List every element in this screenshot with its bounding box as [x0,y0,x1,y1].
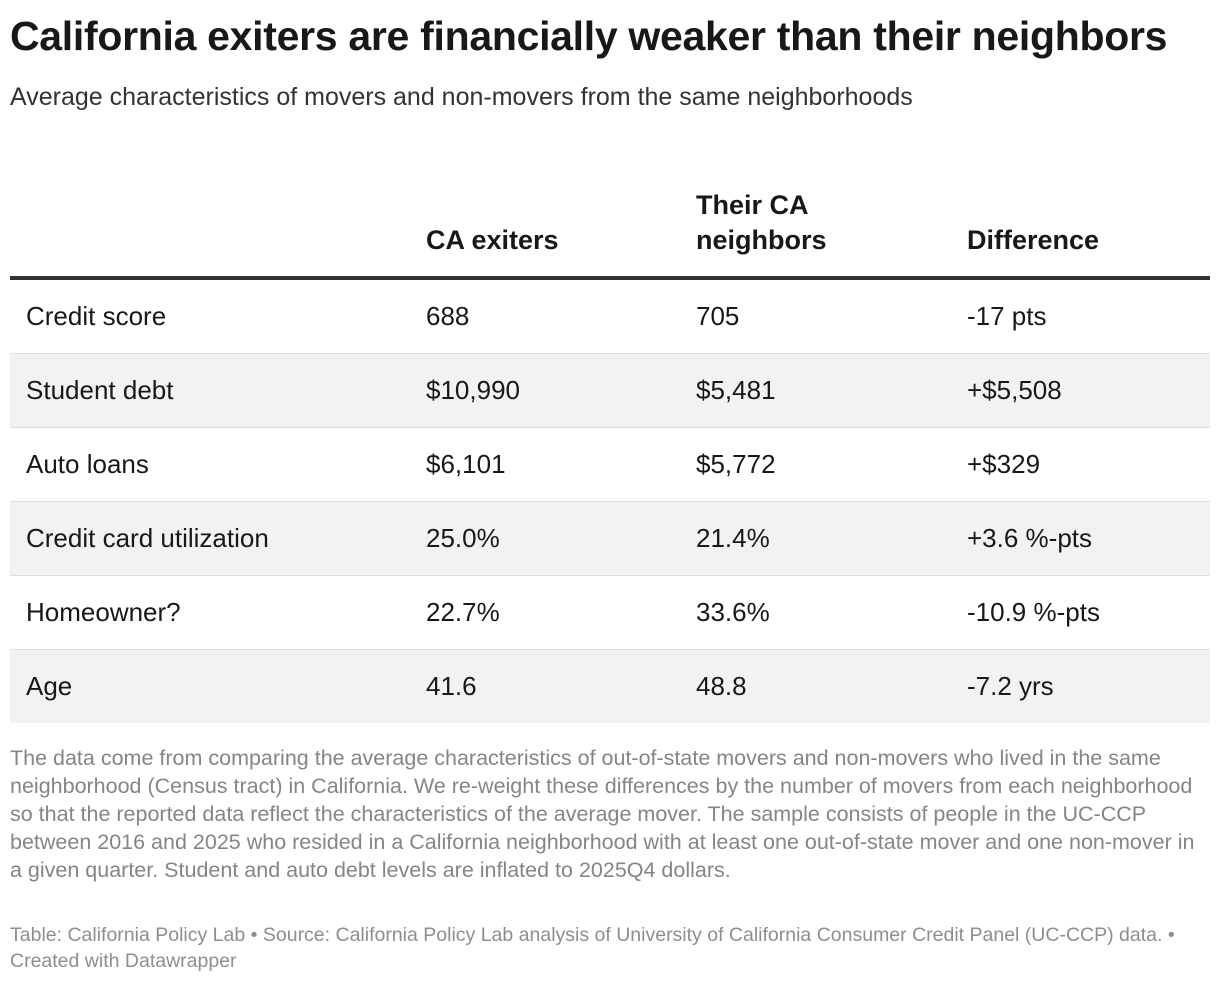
table-cell: 22.7% [418,575,688,650]
table-cell: -17 pts [967,301,1047,331]
table-row: Age 41.6 48.8 -7.2 yrs [10,649,1210,723]
table-row: Homeowner? 22.7% 33.6% -10.9 %-pts [10,575,1210,650]
table-row: Auto loans $6,101 $5,772 +$329 [10,427,1210,502]
table-cell: 21.4% [688,501,957,576]
table-cell: +$5,508 [957,353,1210,428]
table-cell: $5,481 [688,353,957,428]
table-cell: +3.6 %-pts [957,501,1210,576]
table-row: Credit card utilization 25.0% 21.4% +3.6… [10,501,1210,576]
table-cell: -7.2 yrs [957,649,1210,723]
column-header [10,158,418,280]
table-row: Student debt $10,990 $5,481 +$5,508 [10,353,1210,428]
table-cell: -10.9 %-pts [957,575,1210,650]
table-cell: $6,101 [418,427,688,502]
column-header: Difference [957,158,1210,280]
data-table: CA exiters Their CA neighbors Difference… [10,158,1210,723]
row-label: Student debt [10,353,418,428]
table-cell: $10,990 [418,353,688,428]
table-cell: 41.6 [418,649,688,723]
table-row: Credit score 688 705 -17 pts [10,278,1210,354]
row-label: Credit score [26,301,167,331]
header-row: CA exiters Their CA neighbors Difference [10,158,1210,280]
table-cell: 48.8 [688,649,957,723]
chart-subtitle: Average characteristics of movers and no… [10,83,913,111]
column-header-text: Their CA neighbors [696,190,827,255]
row-label: Credit card utilization [10,501,418,576]
chart-footer: Table: California Policy Lab • Source: C… [10,924,1175,972]
row-label: Age [10,649,418,723]
column-header: CA exiters [418,158,688,280]
table-cell: +$329 [957,427,1210,502]
column-header: Their CA neighbors [688,158,957,280]
table-cell: $5,772 [688,427,957,502]
row-label: Auto loans [10,427,418,502]
table-cell: 705 [696,301,740,331]
table-cell: 688 [426,301,470,331]
table-cell: 33.6% [688,575,957,650]
chart-notes: The data come from comparing the average… [10,746,1195,882]
table-cell: 25.0% [418,501,688,576]
chart-title: California exiters are financially weake… [10,13,1168,59]
row-label: Homeowner? [10,575,418,650]
